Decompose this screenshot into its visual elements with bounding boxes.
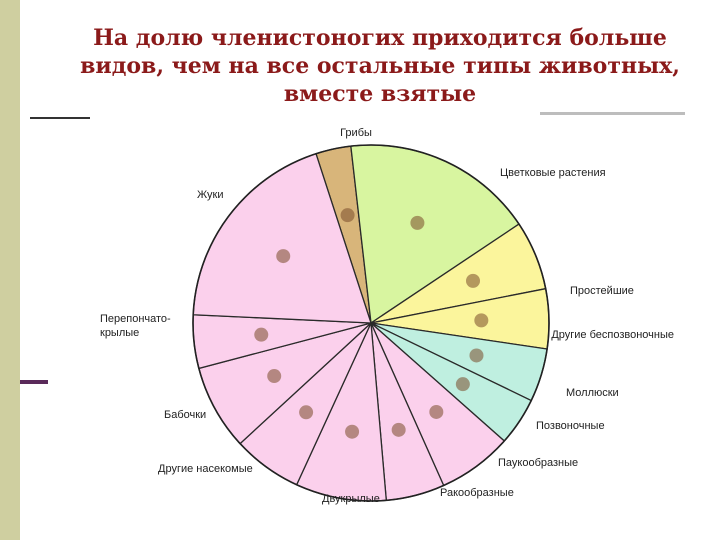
organism-icon	[455, 377, 470, 392]
pie-outline	[192, 144, 550, 502]
organism-icon	[469, 348, 484, 363]
organism-icon	[254, 327, 269, 342]
decor-rule-left	[30, 117, 90, 119]
organism-icon	[345, 424, 360, 439]
slice-label: Двукрылые	[322, 493, 380, 505]
slice-label: Моллюски	[566, 387, 619, 399]
slice-label: Жуки	[197, 189, 224, 201]
organism-icon	[429, 404, 444, 419]
page-title: На долю членистоногих приходится больше …	[80, 25, 680, 107]
slice-label: Цветковые растения	[500, 167, 606, 179]
organism-icon	[466, 273, 481, 288]
slice-label: Другие беспозвоночные	[551, 329, 674, 341]
slice-label: Простейшие	[570, 285, 634, 297]
organism-icon	[340, 208, 355, 223]
organism-icon	[299, 405, 314, 420]
slice-label: Бабочки	[164, 409, 206, 421]
slice-label: Позвоночные	[536, 420, 605, 432]
slice-label: Перепончато-крылые	[100, 313, 171, 339]
left-decor-band	[0, 0, 20, 540]
organism-icon	[267, 369, 282, 384]
organism-icon	[276, 249, 291, 264]
left-decor-line	[20, 380, 48, 384]
decor-rule-right	[540, 112, 685, 115]
slice-label: Другие насекомые	[158, 463, 253, 475]
slice-label: Ракообразные	[440, 487, 514, 499]
organism-icon	[474, 313, 489, 328]
slice-label: Грибы	[340, 127, 372, 139]
organism-icon	[391, 422, 406, 437]
slice-label: Паукообразные	[498, 457, 578, 469]
organism-icon	[410, 215, 425, 230]
